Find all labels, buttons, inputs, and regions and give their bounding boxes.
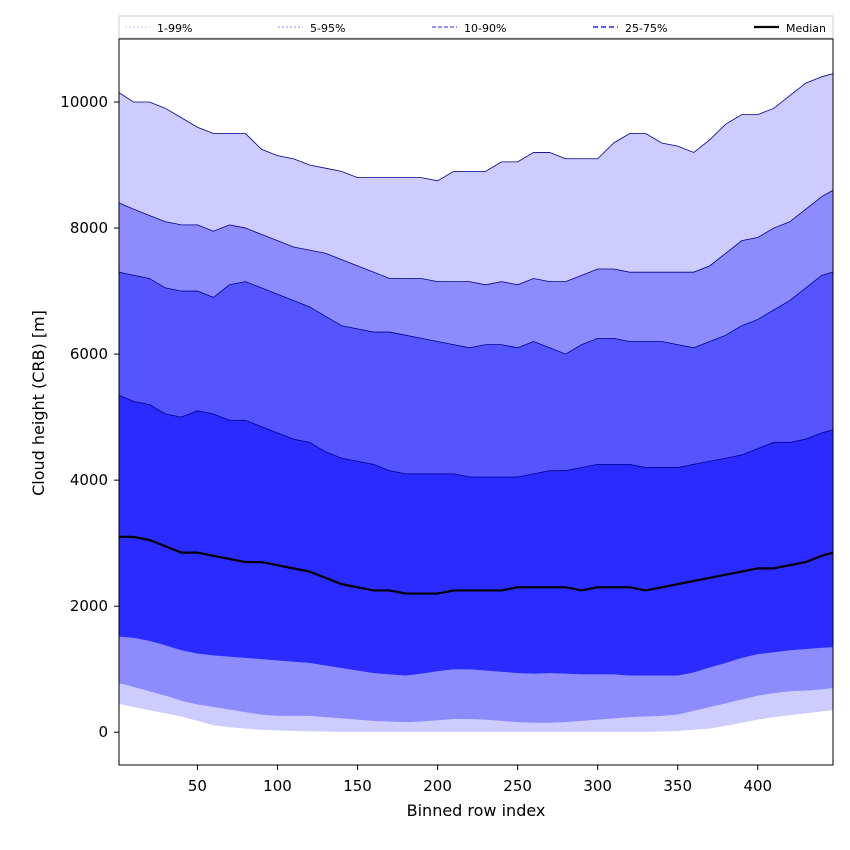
x-tick-label-200: 200 [423,777,452,795]
legend-label-0: 1-99% [157,22,192,35]
legend-label-4: Median [786,22,826,35]
y-tick-label-8000: 8000 [70,219,108,237]
edge-75 [118,394,834,478]
y-tick-label-10000: 10000 [60,93,108,111]
legend-box [118,15,834,39]
x-tick-label-150: 150 [343,777,372,795]
x-tick-label-100: 100 [263,777,292,795]
median-line [119,535,834,595]
x-tick-label-400: 400 [743,777,772,795]
x-tick-label-350: 350 [663,777,692,795]
y-tick-label-4000: 4000 [70,471,108,489]
plot-layer [118,73,834,732]
legend-label-1: 5-95% [310,22,345,35]
legend-label-2: 10-90% [464,22,506,35]
legend: 1-99% 5-95% 10-90% 25-75% Median [118,15,834,39]
x-axis-title: Binned row index [407,801,546,820]
y-tick-label-6000: 6000 [70,345,108,363]
edge-95 [118,189,834,286]
edge-99 [118,73,834,182]
ticks-layer: 50 100 150 200 250 300 350 40002000400060008000… [60,93,772,795]
legend-label-3: 25-75% [625,22,667,35]
x-tick-label-300: 300 [583,777,612,795]
band-25-75 [119,395,833,676]
y-tick-label-0: 0 [98,723,108,741]
y-tick-label-2000: 2000 [70,597,108,615]
edge-90 [118,271,834,355]
x-tick-label-50: 50 [188,777,207,795]
y-axis-title: Cloud height (CRB) [m] [29,310,48,496]
plot-frame [118,38,834,766]
x-tick-label-250: 250 [503,777,532,795]
